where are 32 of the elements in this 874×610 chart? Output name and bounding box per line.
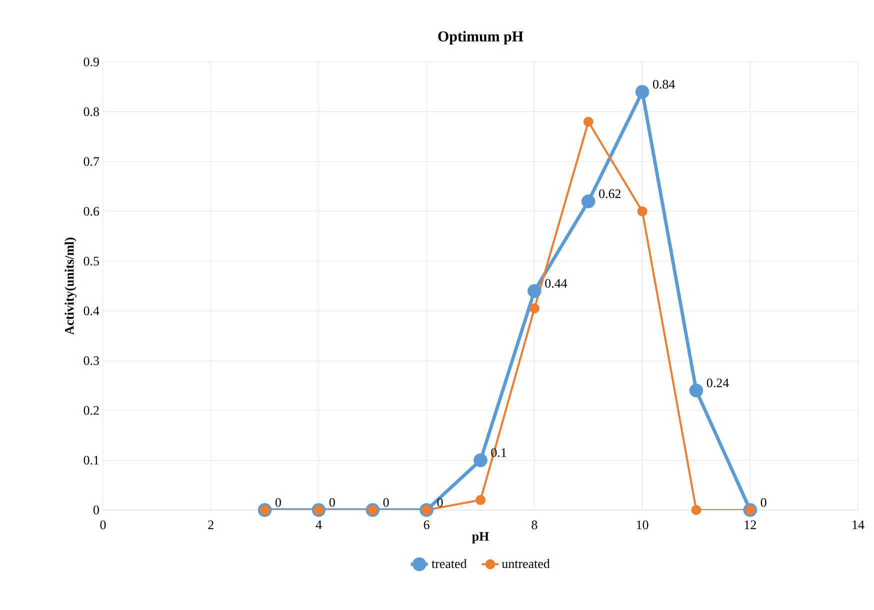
data-label: 0 xyxy=(437,498,443,507)
x-tick-label: 12 xyxy=(744,520,756,530)
y-axis-title: Activity(units/ml) xyxy=(64,238,76,335)
y-tick-label: 0.1 xyxy=(84,456,99,465)
x-tick-label: 2 xyxy=(208,520,214,530)
data-label: 0 xyxy=(383,498,389,507)
y-tick-label: 0 xyxy=(94,506,99,514)
x-tick-label: 6 xyxy=(424,520,430,530)
data-label: 0.24 xyxy=(706,378,729,388)
x-tick-label: 4 xyxy=(316,520,322,530)
y-tick-label: 0.4 xyxy=(84,306,100,316)
data-label: 0 xyxy=(329,498,335,507)
y-tick-label: 0.9 xyxy=(84,58,99,66)
x-tick-label: 8 xyxy=(532,520,538,530)
data-label: 0.44 xyxy=(545,278,568,288)
y-tick-label: 0.6 xyxy=(84,206,100,216)
x-tick-label: 0 xyxy=(100,520,106,530)
data-label: 0.84 xyxy=(652,80,675,89)
y-tick-label: 0.2 xyxy=(84,406,99,415)
y-tick-label: 0.5 xyxy=(84,256,99,266)
legend-label: untreated xyxy=(502,558,550,568)
x-axis-title: pH xyxy=(472,532,489,544)
y-tick-label: 0.3 xyxy=(84,356,99,366)
x-tick-label: 10 xyxy=(636,520,648,530)
data-label: 0 xyxy=(275,498,281,507)
legend-label: treated xyxy=(432,558,467,568)
y-tick-label: 0.7 xyxy=(84,157,100,166)
data-label: 0 xyxy=(760,498,766,507)
data-label: 0.62 xyxy=(599,189,621,198)
x-tick-label: 14 xyxy=(852,520,864,530)
chart-title: Optimum pH xyxy=(438,30,524,45)
y-tick-label: 0.8 xyxy=(84,107,99,116)
